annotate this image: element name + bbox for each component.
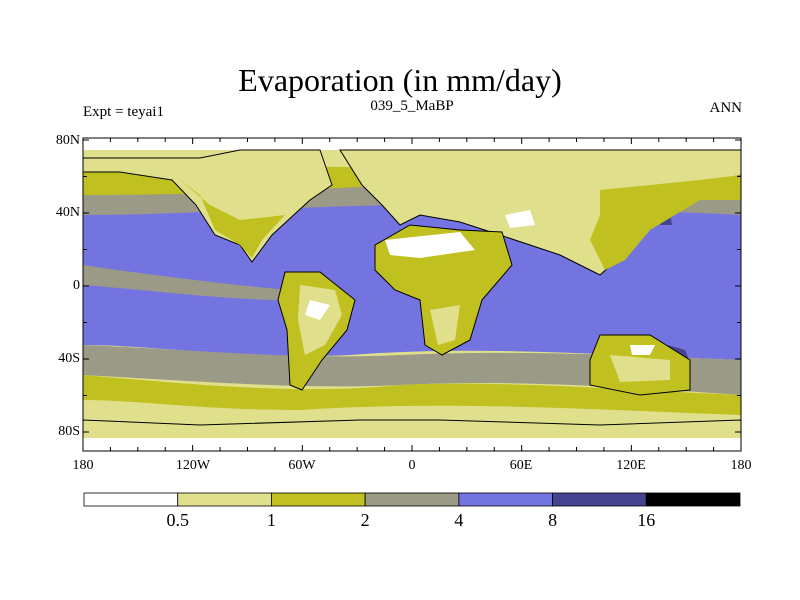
lon-label: 60E — [509, 458, 533, 473]
colorbar-box — [364, 492, 460, 507]
colorbar-label: 16 — [637, 510, 656, 530]
season-label: ANN — [709, 100, 743, 116]
plot-title: Evaporation (in mm/day) — [238, 62, 562, 98]
lon-label: 180 — [72, 458, 94, 473]
lon-label: 60W — [288, 458, 316, 473]
lon-label: 120W — [175, 458, 211, 473]
africa — [374, 224, 513, 356]
colorbar-box — [458, 492, 553, 507]
lat-label: 80N — [55, 133, 80, 148]
lat-label: 0 — [73, 278, 80, 293]
colorbar-box — [271, 492, 366, 507]
period-label: 039_5_MaBP — [370, 98, 454, 114]
lat-label: 40N — [55, 205, 80, 220]
lon-label: 0 — [408, 458, 416, 473]
experiment-label: Expt = teyai1 — [83, 104, 164, 120]
colorbar-box — [645, 492, 741, 507]
colorbar-label: 0.5 — [166, 510, 189, 530]
lat-label: 40S — [58, 351, 80, 366]
colorbar-label: 1 — [266, 510, 276, 530]
colorbar-label: 4 — [454, 510, 464, 530]
colorbar-box — [83, 492, 179, 507]
colorbar — [83, 492, 741, 507]
axis-ticks — [82, 138, 742, 451]
colorbar-box — [552, 492, 647, 507]
continents — [82, 149, 742, 396]
colorbar-label: 8 — [548, 510, 558, 530]
colorbar-box — [177, 492, 272, 507]
lon-label: 180 — [730, 458, 752, 473]
lat-label: 80S — [58, 424, 80, 439]
lon-label: 120E — [616, 458, 646, 473]
colorbar-label: 2 — [360, 510, 370, 530]
